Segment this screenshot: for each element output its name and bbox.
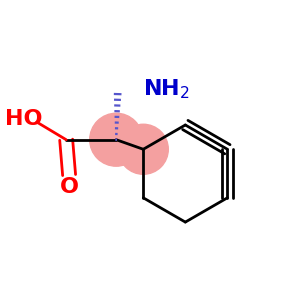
Text: NH$_2$: NH$_2$ <box>143 77 190 101</box>
Text: HO: HO <box>5 109 42 129</box>
Circle shape <box>90 113 143 166</box>
Text: O: O <box>60 177 79 197</box>
Circle shape <box>118 124 168 174</box>
